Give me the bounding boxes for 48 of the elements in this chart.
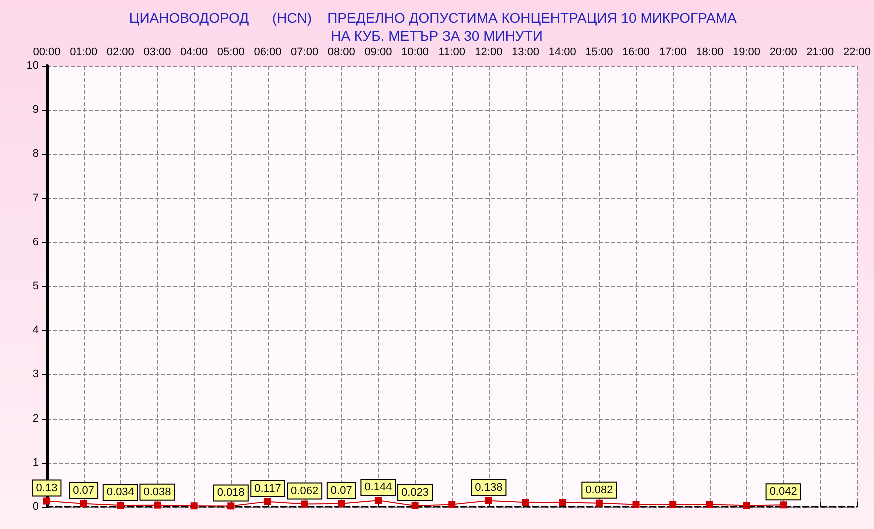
x-tick-label: 12:00 xyxy=(475,46,503,58)
y-tick-label: 7 xyxy=(32,192,39,204)
y-tick-label: 1 xyxy=(32,456,39,469)
y-tick-label: 2 xyxy=(32,412,39,425)
x-tick-label: 21:00 xyxy=(806,46,834,58)
x-tick-label: 06:00 xyxy=(254,46,282,58)
x-tick-label: 19:00 xyxy=(732,46,761,58)
x-tick-label: 15:00 xyxy=(586,46,614,58)
data-label: 0.018 xyxy=(217,487,245,500)
data-label: 0.13 xyxy=(36,482,58,494)
x-tick-label: 05:00 xyxy=(217,46,245,58)
y-tick-label: 9 xyxy=(32,104,39,116)
x-tick-label: 08:00 xyxy=(328,46,356,58)
data-label: 0.062 xyxy=(291,485,319,498)
data-label: 0.138 xyxy=(475,482,503,494)
y-tick-label: 6 xyxy=(32,236,39,248)
data-label: 0.038 xyxy=(144,486,172,498)
y-tick-label: 10 xyxy=(26,60,39,72)
x-tick-label: 04:00 xyxy=(180,46,208,58)
x-tick-label: 07:00 xyxy=(291,46,319,58)
y-tick-label: 8 xyxy=(32,148,39,160)
x-tick-label: 14:00 xyxy=(548,46,576,58)
x-tick-label: 03:00 xyxy=(144,46,172,58)
y-tick-label: 5 xyxy=(32,280,39,292)
x-tick-label: 09:00 xyxy=(364,46,392,58)
x-tick-label: 22:00 xyxy=(843,46,871,58)
data-label: 0.117 xyxy=(254,482,282,495)
data-label: 0.023 xyxy=(402,486,430,499)
x-tick-label: 00:00 xyxy=(33,46,61,58)
x-tick-label: 20:00 xyxy=(770,46,798,58)
x-tick-label: 18:00 xyxy=(696,46,724,58)
data-label: 0.07 xyxy=(73,484,95,497)
x-tick-label: 16:00 xyxy=(622,46,650,58)
x-tick-label: 01:00 xyxy=(70,46,98,58)
data-label: 0.042 xyxy=(770,486,798,498)
x-tick-label: 11:00 xyxy=(438,46,466,58)
chart-title: ЦИАНОВОДОРОД (HCN) ПРЕДЕЛНО ДОПУСТИМА КОНЦЕНТРАЦИЯ 10 МИКРОГРАМА НА КУБ. МЕТЪР ЗА 30 МИНУТИ xyxy=(129,10,745,44)
data-label: 0.034 xyxy=(106,486,134,498)
x-tick-label: 17:00 xyxy=(659,46,687,58)
y-tick-label: 0 xyxy=(32,501,39,513)
x-tick-label: 10:00 xyxy=(402,46,430,58)
data-label: 0.07 xyxy=(330,484,352,497)
x-tick-label: 02:00 xyxy=(106,46,134,58)
x-tick-label: 13:00 xyxy=(512,46,540,58)
y-tick-label: 3 xyxy=(32,368,39,381)
data-label: 0.082 xyxy=(586,484,614,496)
data-label: 0.144 xyxy=(364,482,392,494)
y-tick-label: 4 xyxy=(32,324,39,337)
